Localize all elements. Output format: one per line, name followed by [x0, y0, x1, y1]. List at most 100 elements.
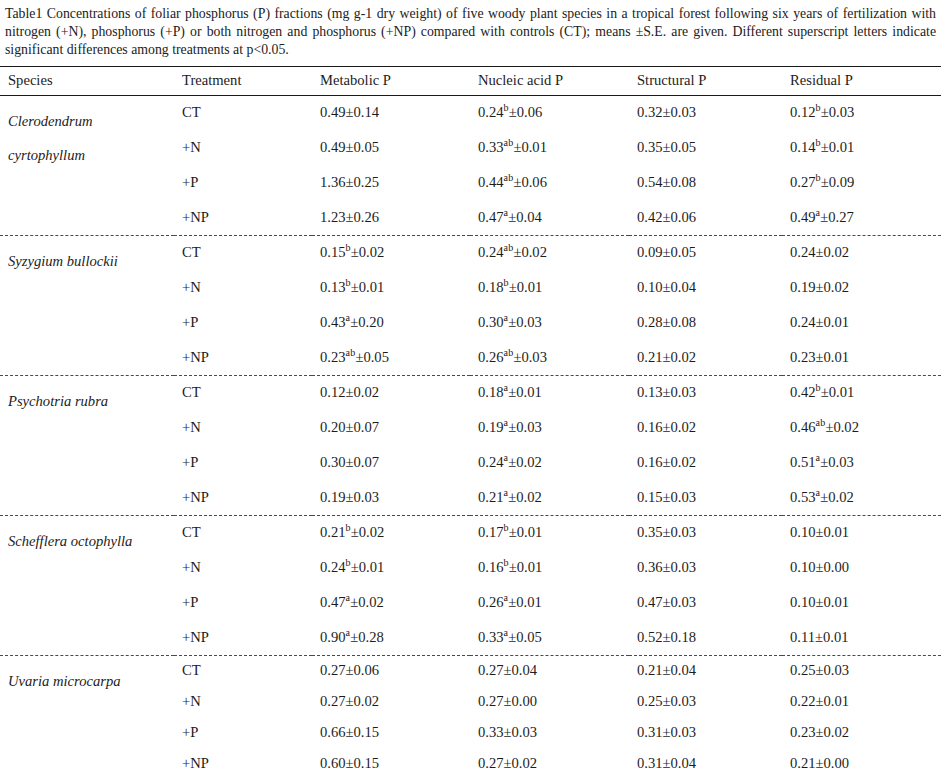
value-cell: 0.44ab±0.06	[470, 165, 629, 200]
value-cell: 0.21a±0.02	[470, 480, 629, 515]
value-cell: 0.24b±0.01	[312, 550, 470, 585]
significance-superscript: a	[816, 207, 821, 218]
treatment-cell: +P	[174, 165, 312, 200]
table-row: Clerodendrum cyrtophyllumCT0.49±0.140.24…	[0, 95, 941, 130]
treatment-cell: +N	[174, 686, 312, 717]
value-cell: 0.32±0.03	[629, 95, 782, 130]
value-cell: 1.36±0.25	[312, 165, 470, 200]
value-cell: 0.12b±0.03	[782, 95, 941, 130]
significance-superscript: ab	[504, 137, 514, 148]
value-cell: 0.18a±0.01	[470, 375, 629, 410]
significance-superscript: b	[816, 172, 821, 183]
species-name: Psychotria rubra	[0, 375, 174, 515]
table-header: Species Treatment Metabolic P Nucleic ac…	[0, 66, 941, 95]
value-cell: 0.24a±0.02	[470, 445, 629, 480]
value-cell: 0.31±0.04	[629, 748, 782, 775]
value-cell: 0.52±0.18	[629, 620, 782, 655]
significance-superscript: a	[816, 487, 821, 498]
significance-superscript: a	[346, 627, 351, 638]
column-header-species: Species	[0, 66, 174, 95]
treatment-cell: +NP	[174, 340, 312, 375]
value-cell: 0.10±0.01	[782, 515, 941, 550]
value-cell: 0.35±0.05	[629, 130, 782, 165]
value-cell: 0.16±0.02	[629, 410, 782, 445]
species-name: Uvaria microcarpa	[0, 655, 174, 775]
value-cell: 0.43a±0.20	[312, 305, 470, 340]
value-cell: 0.25±0.03	[782, 655, 941, 686]
value-cell: 0.27±0.06	[312, 655, 470, 686]
treatment-cell: CT	[174, 375, 312, 410]
table-row: Syzygium bullockiiCT0.15b±0.020.24ab±0.0…	[0, 235, 941, 270]
treatment-cell: +N	[174, 550, 312, 585]
value-cell: 0.21±0.04	[629, 655, 782, 686]
value-cell: 0.18b±0.01	[470, 270, 629, 305]
significance-superscript: a	[816, 452, 821, 463]
value-cell: 1.23±0.26	[312, 200, 470, 235]
species-name: Clerodendrum cyrtophyllum	[0, 95, 174, 235]
significance-superscript: b	[504, 557, 509, 568]
value-cell: 0.27b±0.09	[782, 165, 941, 200]
value-cell: 0.15±0.03	[629, 480, 782, 515]
value-cell: 0.27±0.02	[312, 686, 470, 717]
table-row: Psychotria rubraCT0.12±0.020.18a±0.010.1…	[0, 375, 941, 410]
value-cell: 0.16b±0.01	[470, 550, 629, 585]
value-cell: 0.47±0.03	[629, 585, 782, 620]
value-cell: 0.10±0.04	[629, 270, 782, 305]
species-name: Schefflera octophylla	[0, 515, 174, 655]
treatment-cell: +NP	[174, 620, 312, 655]
value-cell: 0.28±0.08	[629, 305, 782, 340]
significance-superscript: ab	[504, 347, 514, 358]
value-cell: 0.24b±0.06	[470, 95, 629, 130]
significance-superscript: ab	[816, 417, 826, 428]
value-cell: 0.66±0.15	[312, 717, 470, 748]
value-cell: 0.21±0.00	[782, 748, 941, 775]
significance-superscript: ab	[504, 172, 514, 183]
significance-superscript: a	[346, 312, 351, 323]
value-cell: 0.15b±0.02	[312, 235, 470, 270]
significance-superscript: a	[504, 487, 509, 498]
value-cell: 0.13b±0.01	[312, 270, 470, 305]
value-cell: 0.24±0.02	[782, 235, 941, 270]
column-header-treatment: Treatment	[174, 66, 312, 95]
value-cell: 0.47a±0.04	[470, 200, 629, 235]
column-header-residual-p: Residual P	[782, 66, 941, 95]
significance-superscript: b	[346, 557, 351, 568]
value-cell: 0.49a±0.27	[782, 200, 941, 235]
value-cell: 0.42±0.06	[629, 200, 782, 235]
value-cell: 0.25±0.03	[629, 686, 782, 717]
column-header-nucleic-acid-p: Nucleic acid P	[470, 66, 629, 95]
significance-superscript: a	[504, 312, 509, 323]
value-cell: 0.36±0.03	[629, 550, 782, 585]
treatment-cell: +N	[174, 410, 312, 445]
value-cell: 0.24±0.01	[782, 305, 941, 340]
treatment-cell: CT	[174, 655, 312, 686]
value-cell: 0.27±0.04	[470, 655, 629, 686]
significance-superscript: a	[504, 207, 509, 218]
significance-superscript: a	[504, 592, 509, 603]
value-cell: 0.12±0.02	[312, 375, 470, 410]
treatment-cell: +P	[174, 585, 312, 620]
value-cell: 0.33±0.03	[470, 717, 629, 748]
value-cell: 0.10±0.00	[782, 550, 941, 585]
treatment-cell: CT	[174, 515, 312, 550]
treatment-cell: +P	[174, 305, 312, 340]
value-cell: 0.17b±0.01	[470, 515, 629, 550]
value-cell: 0.10±0.01	[782, 585, 941, 620]
significance-superscript: a	[504, 417, 509, 428]
treatment-cell: +P	[174, 717, 312, 748]
value-cell: 0.09±0.05	[629, 235, 782, 270]
treatment-cell: +NP	[174, 748, 312, 775]
value-cell: 0.30±0.07	[312, 445, 470, 480]
significance-superscript: b	[816, 137, 821, 148]
value-cell: 0.23±0.02	[782, 717, 941, 748]
value-cell: 0.27±0.00	[470, 686, 629, 717]
value-cell: 0.23±0.01	[782, 340, 941, 375]
value-cell: 0.46ab±0.02	[782, 410, 941, 445]
treatment-cell: CT	[174, 235, 312, 270]
value-cell: 0.49±0.05	[312, 130, 470, 165]
value-cell: 0.21±0.02	[629, 340, 782, 375]
significance-superscript: b	[504, 103, 509, 114]
value-cell: 0.27±0.02	[470, 748, 629, 775]
treatment-cell: +NP	[174, 480, 312, 515]
significance-superscript: b	[816, 103, 821, 114]
